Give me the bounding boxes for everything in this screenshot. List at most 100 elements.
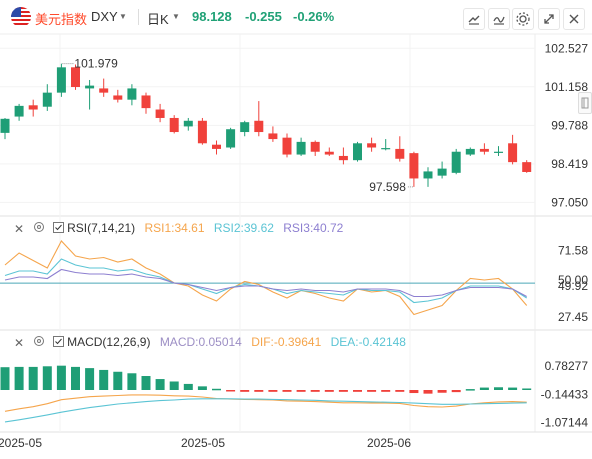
candle-body: [56, 67, 66, 93]
macd-histogram-bar: [0, 367, 10, 390]
macd-tick-label: -0.14433: [541, 387, 589, 401]
macd-tick-label: 0.78277: [545, 359, 589, 373]
macd-histogram-bar: [169, 381, 179, 390]
candle-body: [71, 67, 80, 88]
macd-series: [0, 365, 532, 423]
macd-histogram-bar: [183, 383, 193, 390]
rsi-tick-label: 49.92: [558, 279, 588, 293]
candle-body: [310, 141, 320, 152]
candle-body: [127, 88, 137, 100]
candle-body: [423, 171, 433, 179]
candle-body: [451, 151, 461, 173]
rsi-tick-label: 71.58: [558, 244, 588, 258]
symbol-dropdown-icon[interactable]: ▼: [119, 12, 127, 21]
draw-tool-button[interactable]: [463, 8, 485, 30]
checkbox-icon[interactable]: [52, 335, 64, 350]
candle-body: [28, 105, 38, 110]
macd-histogram-bar: [522, 388, 532, 390]
macd-histogram-bar: [451, 390, 461, 393]
macd-histogram-bar: [338, 390, 348, 392]
last-price: 98.128: [192, 9, 232, 24]
macd-histogram-bar: [71, 366, 80, 390]
price-tick-label: 102.527: [545, 41, 589, 55]
draw-icon: [468, 15, 480, 25]
instrument-name[interactable]: 美元指数: [35, 12, 88, 27]
price-change: -0.255: [245, 9, 282, 24]
macd-tick-label: -1.07144: [541, 416, 589, 430]
settings-button[interactable]: [512, 8, 534, 30]
rsi-legend: ✕ RSI(7,14,21) RSI1:34.61 RSI2:39.62 RSI…: [14, 221, 343, 236]
candle-body: [395, 148, 405, 159]
macd-histogram-bar: [494, 387, 503, 390]
dea-value: DEA:-0.42148: [330, 335, 406, 349]
macd-histogram-bar: [395, 390, 405, 392]
macd-histogram-bar: [437, 390, 447, 393]
macd-histogram-bar: [56, 365, 66, 390]
macd-histogram-bar: [85, 368, 95, 390]
fullscreen-button[interactable]: [538, 8, 560, 30]
candle-body: [508, 143, 518, 163]
macd-histogram-bar: [465, 389, 475, 391]
price-tick-label: 97.050: [551, 195, 588, 209]
macd-histogram-bar: [141, 376, 151, 390]
collapse-icon[interactable]: ✕: [14, 221, 25, 236]
rsi-tick-label: 27.45: [558, 310, 588, 324]
close-button[interactable]: [563, 8, 585, 30]
macd-histogram-bar: [127, 373, 137, 390]
candle-body: [99, 88, 109, 93]
checkbox-icon[interactable]: [52, 221, 64, 236]
candle-body: [494, 151, 503, 153]
time-tick-label: 2025-05: [181, 436, 225, 450]
instrument-symbol[interactable]: DXY: [91, 9, 118, 24]
macd-histogram-bar: [254, 390, 264, 392]
indicator-button[interactable]: [488, 8, 510, 30]
macd-histogram-bar: [409, 390, 419, 394]
dif-value: DIF:-0.39641: [251, 335, 322, 349]
candle-body: [409, 153, 419, 179]
candle-body: [169, 117, 179, 133]
candle-body: [240, 122, 250, 133]
macd-histogram-bar: [508, 387, 518, 390]
macd-value: MACD:0.05014: [159, 335, 242, 349]
rsi2-value: RSI2:39.62: [213, 221, 274, 235]
panel-icon: [581, 97, 589, 109]
macd-histogram-bar: [423, 390, 433, 394]
candle-body: [85, 85, 95, 89]
rsi-series: [4, 240, 528, 316]
us-flag-icon: [11, 7, 31, 27]
fullscreen-icon: [544, 14, 554, 24]
candle-body: [212, 144, 221, 149]
macd-title: MACD(12,26,9): [67, 335, 151, 349]
divider: [138, 9, 139, 25]
gear-icon[interactable]: [33, 335, 45, 350]
macd-histogram-bar: [296, 390, 306, 392]
rsi-tick-label: 50.00: [558, 273, 588, 287]
macd-histogram-bar: [324, 390, 334, 392]
timeframe-dropdown-icon[interactable]: ▼: [172, 12, 180, 21]
macd-histogram-bar: [197, 386, 207, 390]
timeframe-selector[interactable]: 日K: [147, 12, 169, 27]
macd-histogram-bar: [14, 366, 24, 390]
candle-body: [296, 141, 306, 155]
rsi-line-3: [4, 268, 527, 298]
candle-body: [113, 95, 123, 100]
candlestick-series: [0, 63, 532, 187]
candle-body: [14, 105, 24, 117]
settings-icon: [516, 12, 530, 26]
macd-histogram-bar: [479, 387, 489, 390]
macd-histogram-bar: [155, 379, 165, 390]
macd-histogram-bar: [381, 390, 391, 392]
macd-histogram-bar: [367, 390, 377, 392]
gear-icon[interactable]: [33, 221, 45, 236]
candle-body: [254, 120, 264, 133]
price-change-percent: -0.26%: [293, 9, 335, 24]
dif-line: [4, 394, 527, 412]
side-panel-toggle[interactable]: [578, 92, 592, 114]
macd-histogram-bar: [240, 390, 250, 392]
close-icon: [569, 14, 579, 24]
candle-body: [479, 148, 489, 152]
candle-body: [367, 143, 377, 148]
candle-body: [183, 120, 193, 127]
collapse-icon[interactable]: ✕: [14, 335, 25, 350]
candle-body: [42, 92, 52, 107]
